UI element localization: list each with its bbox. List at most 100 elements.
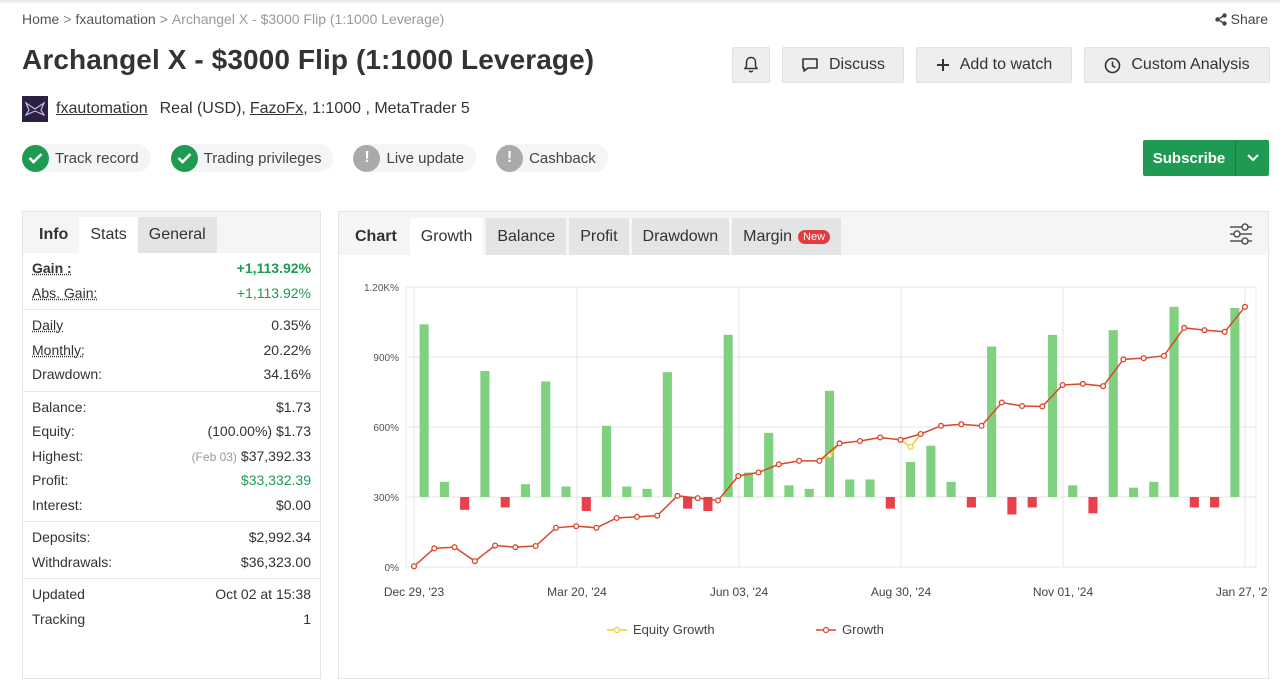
stat-row-drawdown: Drawdown: 34.16% [32,362,311,387]
tab-general[interactable]: General [137,217,217,253]
x-tick-label: Dec 29, '23 [384,585,445,599]
profit-bar [439,481,449,497]
growth-point [1059,381,1066,389]
subscribe-button[interactable]: Subscribe [1143,140,1269,176]
growth-point [998,399,1005,406]
growth-point [471,558,478,565]
badge-live-update[interactable]: ! Live update [353,144,477,172]
stat-label: Profit: [32,472,69,489]
discuss-button[interactable]: Discuss [782,47,904,83]
stat-value: 0.35% [271,317,311,334]
legend-equity-growth-marker [613,626,621,634]
badge-cashback[interactable]: ! Cashback [496,144,608,172]
profit-bar [906,462,916,497]
stats-panel: Info Stats General Gain : +1,113.92% Abs.… [22,211,321,679]
x-tick-label: Mar 20, '24 [547,585,607,599]
breadcrumb-section[interactable]: fxautomation [75,11,156,27]
subscribe-dropdown[interactable] [1235,140,1269,176]
stat-label[interactable]: Monthly: [32,341,85,358]
chart-settings-icon[interactable] [1228,222,1254,246]
tab-margin-label: Margin [743,227,793,245]
stat-label[interactable]: Daily [32,317,64,334]
growth-point [856,437,863,445]
stat-label[interactable]: Abs. Gain: [32,284,98,301]
add-to-watch-button[interactable]: Add to watch [916,47,1072,83]
tab-stats[interactable]: Stats [79,217,138,253]
badge-label: Cashback [529,149,596,167]
stat-value: +1,113.92% [236,260,311,277]
growth-point [735,472,742,480]
growth-point [431,545,438,552]
share-icon [1214,12,1227,26]
growth-chart[interactable]: 0% 300% 600% 900% 1.20K% Dec 29, '23 Mar 20, '… [339,255,1268,678]
profit-bar [743,472,753,497]
account-meta: fxautomation Real (USD), FazoFx , 1:1000… [22,96,470,122]
growth-point [552,524,559,531]
profit-bar [581,497,591,511]
profit-bar [804,488,814,497]
growth-point [714,497,722,504]
breadcrumb-home[interactable]: Home [22,11,60,27]
action-bar: Discuss Add to watch Custom Analysis [732,47,1270,83]
gain-group: Gain : +1,113.92% Abs. Gain: +1,113.92% [23,253,320,310]
growth-point [1120,356,1127,363]
badge-trading-privileges[interactable]: Trading privileges [170,144,334,172]
share-button[interactable]: Share [1214,11,1268,27]
growth-point [775,461,782,468]
growth-point [633,513,641,520]
badge-row: Track record Trading privileges ! Live u… [22,144,608,172]
growth-point [451,544,458,551]
growth-point [1181,324,1188,331]
profit-bar [845,479,855,497]
clock-icon [1105,57,1121,73]
growth-point [796,457,803,464]
stat-label[interactable]: Gain : [32,260,72,277]
stat-row-updated: Updated Oct 02 at 15:38 [32,582,311,607]
profit-bar [642,488,652,497]
stat-value: Oct 02 at 15:38 [215,586,311,603]
tab-growth[interactable]: Growth [409,218,484,255]
profit-bar [1189,497,1199,508]
growth-point [937,422,945,429]
profit-bar [520,484,531,497]
profit-bar [865,479,875,497]
broker-link[interactable]: FazoFx [249,100,304,117]
tab-chart[interactable]: Chart [355,227,397,245]
profit-bar [764,432,774,497]
user-link[interactable]: fxautomation [56,100,148,117]
stat-row-equity: Equity: (100.00%) $1.73 [32,419,311,444]
profit-bar [480,371,490,497]
stat-label: Interest: [32,496,83,513]
x-tick-label: Nov 01, '24 [1033,585,1094,599]
profit-bar [703,497,713,511]
x-tick-label: Jan 27, '25 [1216,585,1268,599]
growth-point [1140,355,1147,362]
subscribe-label[interactable]: Subscribe [1152,149,1226,167]
stat-value: (100.00%) $1.73 [207,423,311,440]
account-details: , 1:1000 , MetaTrader 5 [303,100,470,117]
growth-point [1160,352,1167,359]
y-tick-label: 900% [373,353,399,364]
tab-margin[interactable]: Margin New [732,218,842,255]
profit-bar [824,390,835,497]
stat-row-withdrawals: Withdrawals: $36,323.00 [32,550,311,575]
custom-analysis-button[interactable]: Custom Analysis [1084,47,1270,83]
tab-profit[interactable]: Profit [569,218,629,255]
check-icon [170,144,198,172]
profit-bar [1088,497,1098,514]
plus-icon [936,59,949,71]
tab-drawdown[interactable]: Drawdown [631,218,730,255]
notification-button[interactable] [732,47,770,83]
growth-point [512,544,519,551]
avatar[interactable] [22,96,48,122]
growth-point [958,421,965,428]
growth-point [1201,327,1208,334]
tab-balance[interactable]: Balance [486,218,567,255]
legend-growth-label: Growth [842,622,884,637]
custom-analysis-label: Custom Analysis [1131,56,1250,73]
profit-bar [622,486,632,497]
badge-track-record[interactable]: Track record [22,144,151,172]
profit-bar [1027,497,1037,508]
growth-point [1079,380,1086,387]
tab-info[interactable]: Info [39,226,69,243]
